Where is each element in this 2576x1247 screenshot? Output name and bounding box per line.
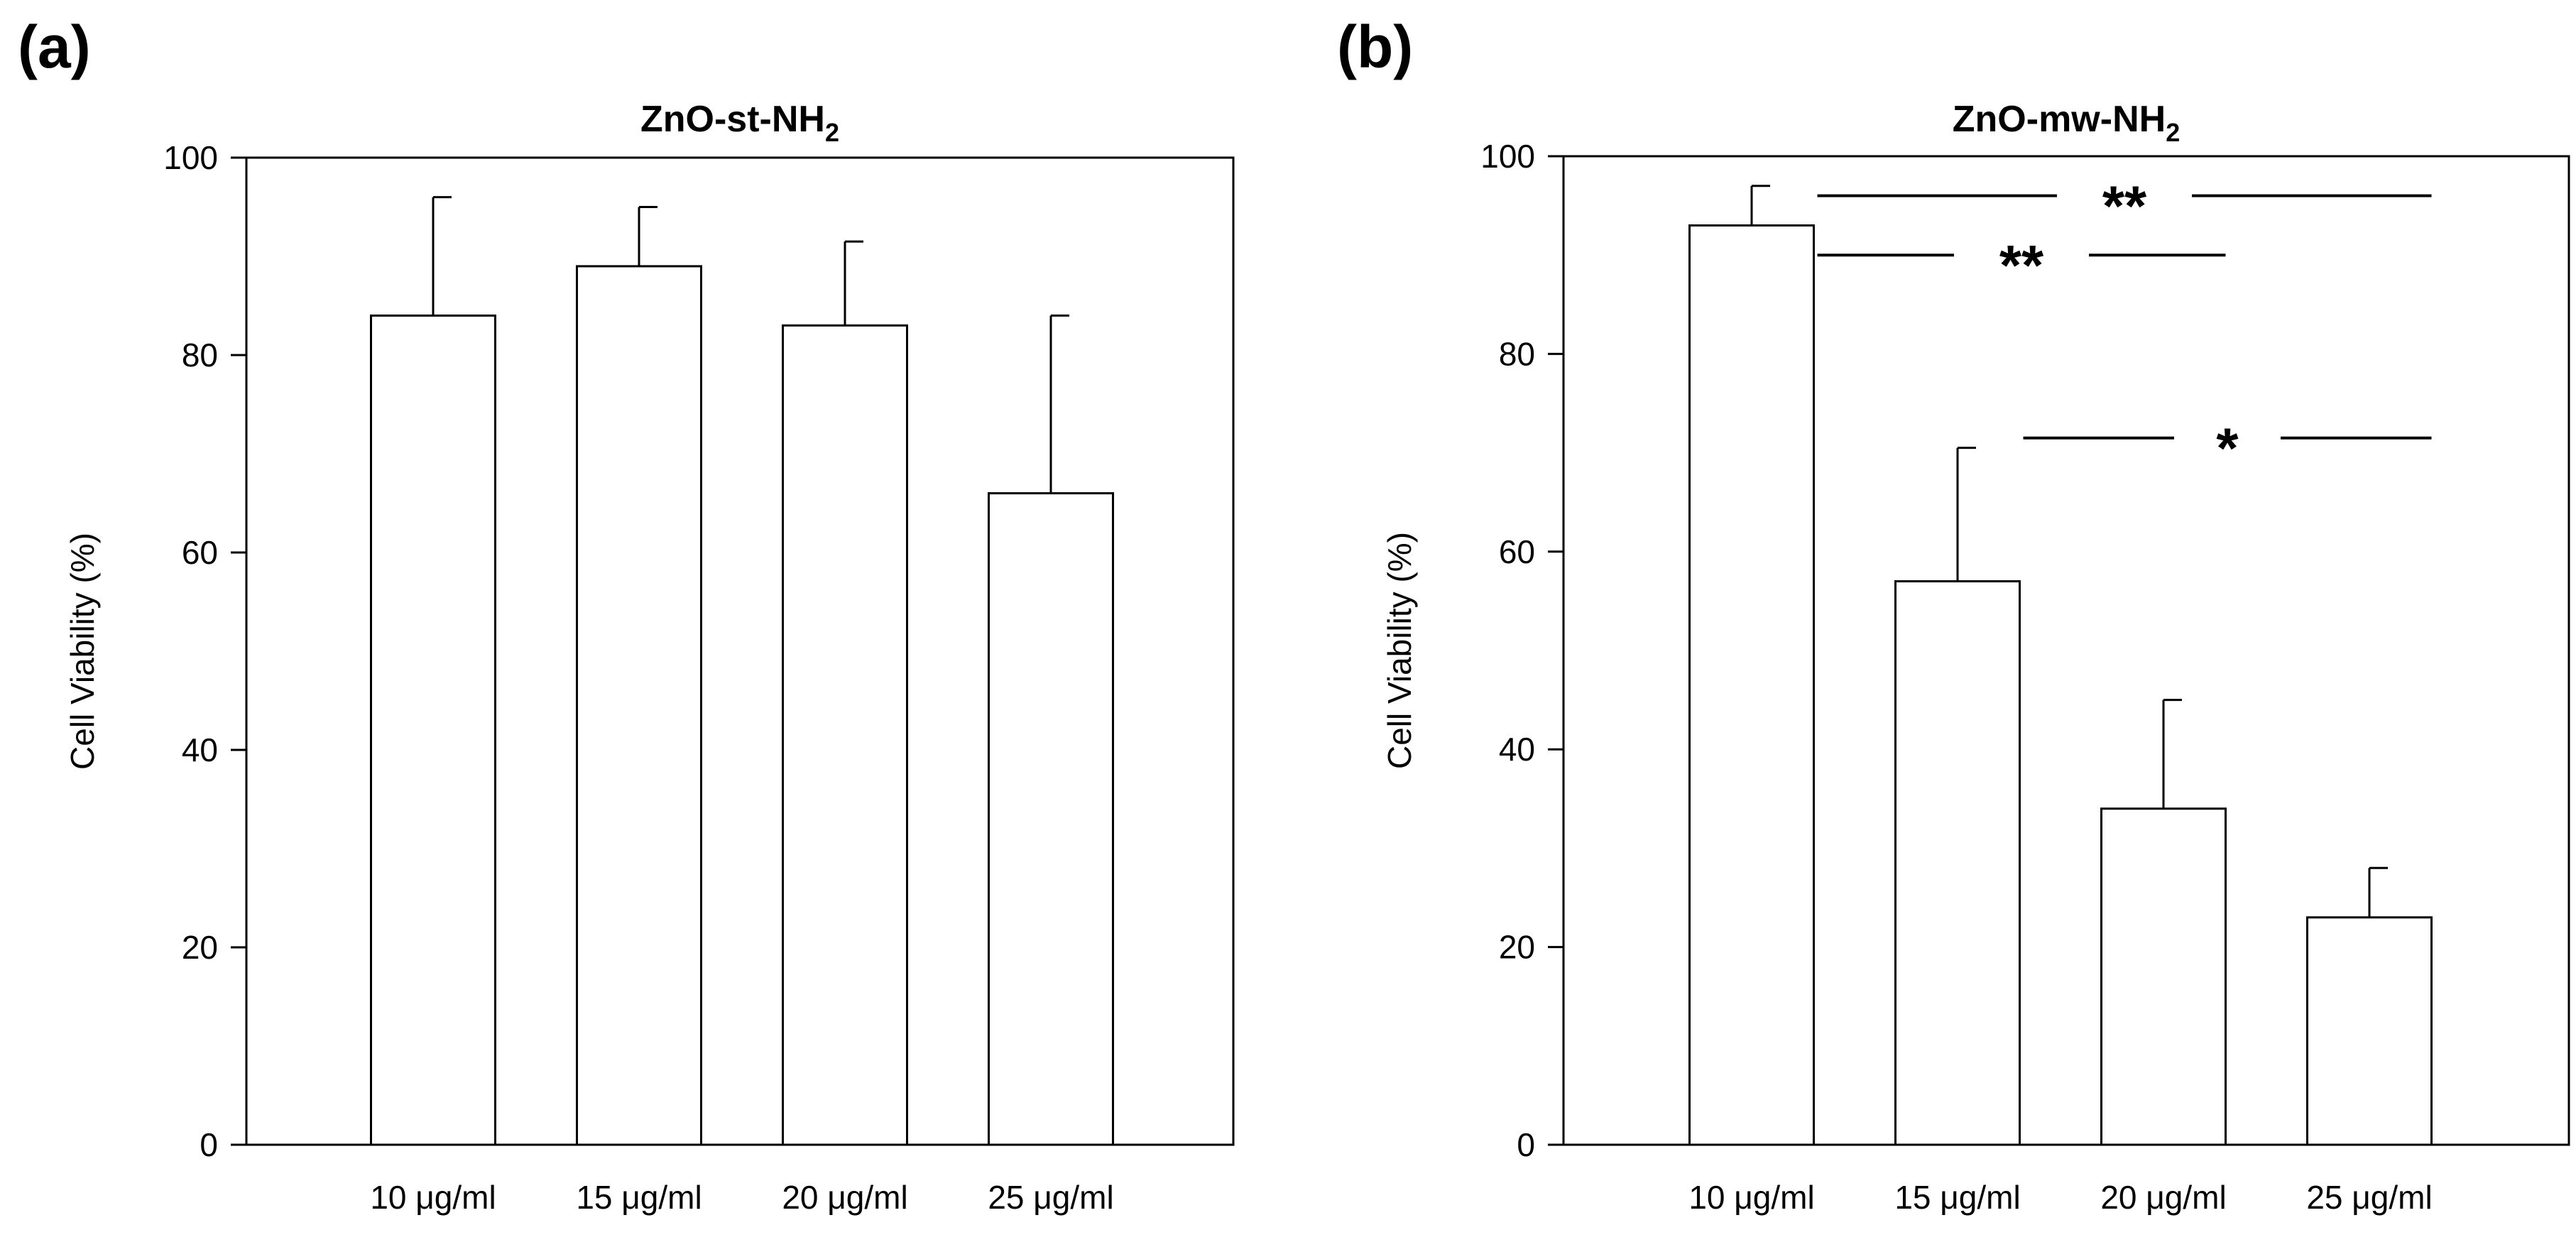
plot-frame [1562,155,2570,1146]
x-tick-label: 20 μg/ml [2100,1179,2226,1216]
y-axis-label: Cell Viability (%) [1381,532,1418,769]
chart-title-main: ZnO-st-NH [640,99,825,140]
y-tick-label: 80 [1499,335,1535,372]
x-tick-label: 20 μg/ml [782,1179,907,1216]
x-tick-label: 25 μg/ml [2306,1179,2432,1216]
bar [1894,580,2021,1146]
x-tick-label: 15 μg/ml [576,1179,702,1216]
bar [2306,916,2433,1146]
y-tick-label: 80 [182,337,218,374]
x-tick-label: 10 μg/ml [1688,1179,1814,1216]
bar [370,314,496,1146]
bar [576,265,702,1146]
significance-label: * [2216,417,2239,480]
bar [2100,807,2227,1146]
y-tick-label: 20 [1499,929,1535,966]
chart-title-main: ZnO-mw-NH [1953,99,2166,140]
y-tick-label: 40 [182,731,218,768]
plot-frame [245,156,1235,1146]
chart-title: ZnO-mw-NH2 [1953,99,2180,147]
y-tick-label: 60 [1499,533,1535,570]
chart-title-subscript: 2 [825,118,839,147]
significance-label: ** [1999,234,2044,297]
y-tick-label: 0 [200,1126,218,1163]
y-tick-label: 100 [1480,138,1535,175]
significance-label: ** [2102,175,2147,238]
x-tick-label: 15 μg/ml [1894,1179,2020,1216]
bar [782,324,908,1146]
y-tick-label: 60 [182,534,218,571]
panel-label: (b) [1337,13,1413,80]
y-tick-label: 0 [1517,1126,1535,1163]
x-tick-label: 25 μg/ml [988,1179,1113,1216]
y-tick-label: 40 [1499,731,1535,768]
bar [1688,224,1815,1146]
x-tick-label: 10 μg/ml [370,1179,496,1216]
panel-label: (a) [18,13,91,80]
bar [988,492,1114,1146]
chart-title-subscript: 2 [2166,118,2180,147]
chart-title: ZnO-st-NH2 [640,99,839,147]
y-tick-label: 100 [163,139,218,176]
y-axis-label: Cell Viability (%) [64,533,101,770]
y-tick-label: 20 [182,929,218,966]
